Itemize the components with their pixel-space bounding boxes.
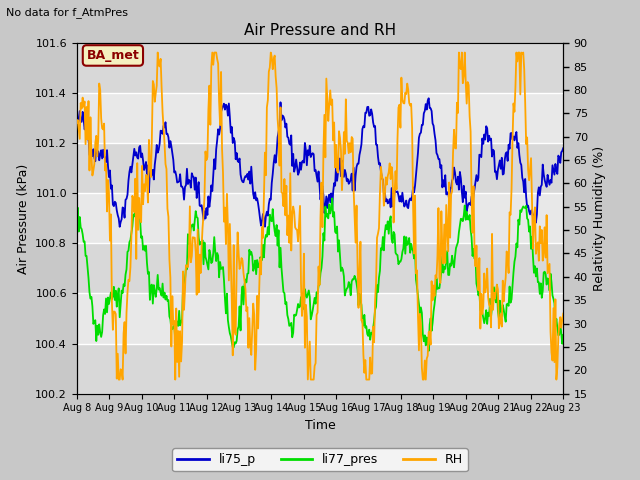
- Bar: [77, 293, 563, 344]
- X-axis label: Time: Time: [305, 419, 335, 432]
- Title: Air Pressure and RH: Air Pressure and RH: [244, 23, 396, 38]
- Y-axis label: Air Pressure (kPa): Air Pressure (kPa): [17, 163, 30, 274]
- Bar: [77, 193, 563, 243]
- Bar: [77, 93, 563, 144]
- Legend: li75_p, li77_pres, RH: li75_p, li77_pres, RH: [172, 448, 468, 471]
- Bar: [77, 344, 563, 394]
- Y-axis label: Relativity Humidity (%): Relativity Humidity (%): [593, 146, 606, 291]
- Bar: [77, 243, 563, 293]
- Bar: [77, 43, 563, 93]
- Bar: [77, 144, 563, 193]
- Text: No data for f_AtmPres: No data for f_AtmPres: [6, 7, 129, 18]
- Text: BA_met: BA_met: [86, 49, 140, 62]
